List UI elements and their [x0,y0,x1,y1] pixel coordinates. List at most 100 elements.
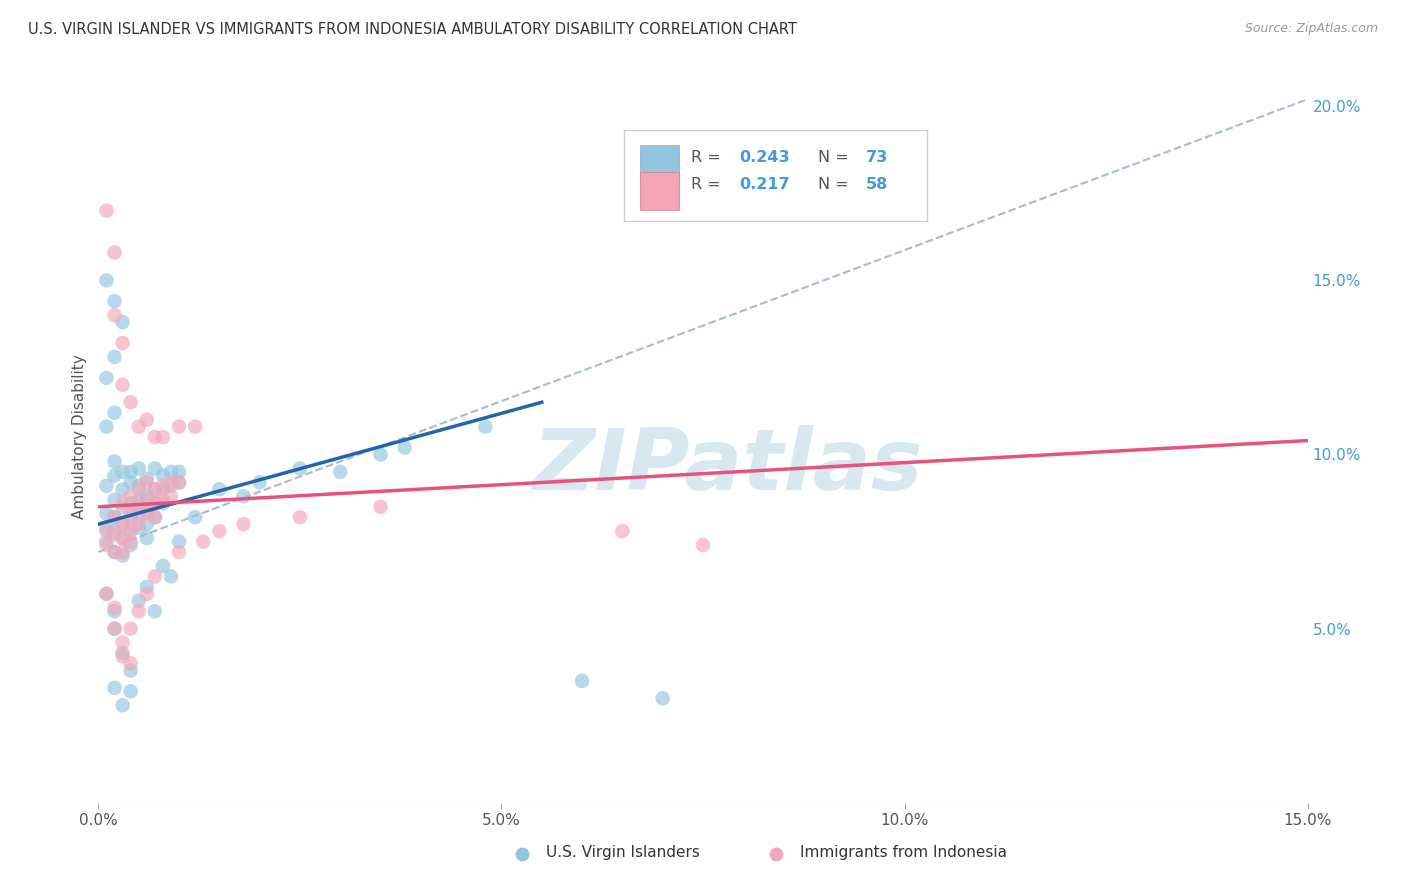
Point [120,465,142,479]
Point [96,507,118,521]
Point [111,483,134,497]
Point [152,483,174,497]
Point [143,430,166,444]
Point [128,507,150,521]
Point [143,461,166,475]
Point [111,517,134,532]
Point [103,681,125,695]
Point [143,483,166,497]
Point [249,475,271,490]
Point [128,461,150,475]
FancyBboxPatch shape [624,130,927,221]
Point [651,691,673,706]
Point [103,308,125,322]
Point [160,465,183,479]
Point [135,475,157,490]
Point [208,524,231,538]
Point [96,521,118,535]
Point [143,604,166,618]
Point [160,479,183,493]
Point [152,492,174,507]
Point [143,510,166,524]
Point [111,549,134,563]
Point [167,475,190,490]
Point [103,600,125,615]
Point [167,534,190,549]
Point [103,350,125,364]
Point [111,646,134,660]
Point [474,419,496,434]
Point [152,430,174,444]
Point [135,489,157,503]
Point [120,657,142,671]
Point [120,521,142,535]
Point [120,489,142,503]
Point [152,496,174,510]
Point [152,558,174,573]
Text: Source: ZipAtlas.com: Source: ZipAtlas.com [1244,22,1378,36]
Point [152,479,174,493]
Point [160,489,183,503]
Point [103,604,125,618]
Point [193,534,215,549]
Point [96,371,118,385]
Point [120,507,142,521]
Point [120,510,142,524]
Point [120,395,142,409]
Text: 73: 73 [866,150,889,165]
Point [128,419,150,434]
Point [692,538,714,552]
Point [120,475,142,490]
Point [135,587,157,601]
Point [96,587,118,601]
Point [103,510,125,524]
Point [160,475,183,490]
Point [111,315,134,329]
Point [103,622,125,636]
Y-axis label: Ambulatory Disability: Ambulatory Disability [72,355,87,519]
Point [167,465,190,479]
Point [394,441,416,455]
Point [135,472,157,486]
Point [184,419,207,434]
Point [103,294,125,309]
Point [111,698,134,713]
Point [111,377,134,392]
Point [167,419,190,434]
Point [128,521,150,535]
Point [103,527,125,541]
Point [370,448,392,462]
Point [103,406,125,420]
Point [111,531,134,545]
Text: Immigrants from Indonesia: Immigrants from Indonesia [800,845,1007,860]
Point [135,412,157,426]
Point [128,500,150,514]
Point [208,483,231,497]
Point [96,273,118,287]
Point [288,461,311,475]
FancyBboxPatch shape [640,172,679,211]
Point [103,524,125,538]
Point [120,496,142,510]
Point [111,649,134,664]
Point [128,483,150,497]
Point [96,587,118,601]
Point [232,517,254,532]
Point [111,531,134,545]
Point [128,479,150,493]
Point [135,507,157,521]
Point [103,492,125,507]
Point [96,479,118,493]
Text: R =: R = [690,150,725,165]
Point [103,545,125,559]
Text: U.S. Virgin Islanders: U.S. Virgin Islanders [546,845,700,860]
Point [143,496,166,510]
Point [135,517,157,532]
Point [143,510,166,524]
Point [143,569,166,583]
Text: 0.243: 0.243 [740,150,790,165]
Text: 58: 58 [866,177,889,192]
Point [111,635,134,649]
Point [135,503,157,517]
Point [143,496,166,510]
